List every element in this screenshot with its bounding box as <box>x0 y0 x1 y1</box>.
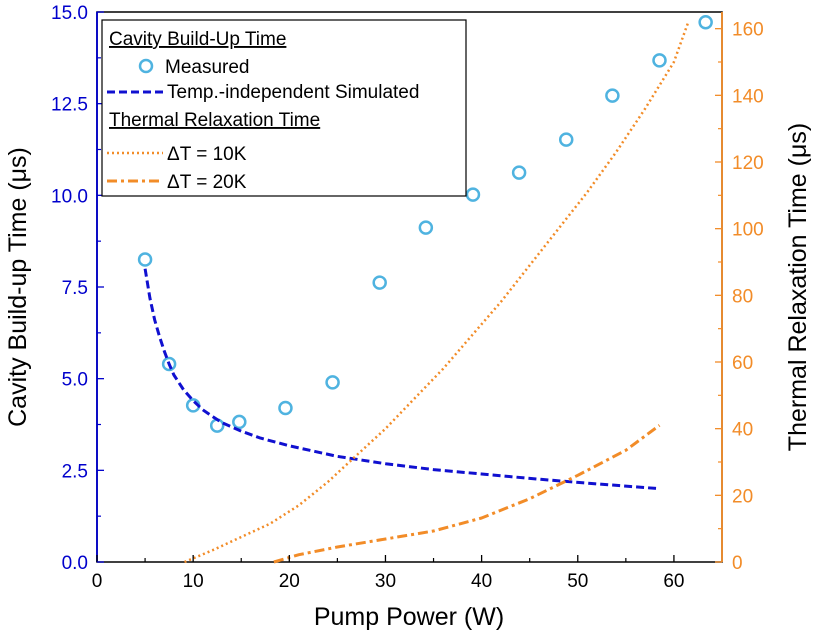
y-left-axis-title: Cavity Build-up Time (μs) <box>4 147 32 427</box>
y-right-tick-label: 100 <box>732 220 764 241</box>
x-tick-label: 40 <box>471 571 492 592</box>
simulated-series-line <box>143 268 660 491</box>
x-tick-label: 50 <box>567 571 588 592</box>
measured-point <box>652 53 667 68</box>
y-right-tick-label: 80 <box>732 286 753 307</box>
x-tick-label: 60 <box>663 571 684 592</box>
measured-point <box>605 88 620 103</box>
y-left-tick-label: 10.0 <box>51 186 88 207</box>
legend-group2-title: Thermal Relaxation Time <box>109 110 320 131</box>
measured-point <box>137 252 153 267</box>
measured-point <box>511 165 527 180</box>
y-left-tick-label: 15.0 <box>51 3 88 24</box>
x-axis-title: Pump Power (W) <box>314 603 504 631</box>
y-right-tick-label: 40 <box>732 420 753 441</box>
measured-point <box>372 275 387 290</box>
axes-layer: 0 10 20 30 40 50 60 0.0 2.5 5.0 7.5 10.0 12.5 15.0 0 20… <box>51 3 764 592</box>
legend: Cavity Build-Up Time Measured Temp.-inde… <box>101 19 467 197</box>
measured-point <box>209 418 225 433</box>
y-right-tick-label: 120 <box>732 153 764 174</box>
y-right-tick-label: 20 <box>732 486 753 507</box>
y-left-tick-label: 2.5 <box>62 461 88 482</box>
legend-dt10-label: ΔT = 10K <box>167 144 247 165</box>
measured-point <box>161 356 177 372</box>
dt10-series-line <box>184 21 690 564</box>
y-right-axis-title: Thermal Relaxation Time (μs) <box>784 123 812 451</box>
x-tick-label: 0 <box>92 571 103 592</box>
y-right-tick-label: 160 <box>732 20 764 41</box>
legend-measured-marker <box>138 58 154 74</box>
y-left-tick-label: 5.0 <box>62 370 88 391</box>
measured-point <box>232 414 247 430</box>
legend-group1-title: Cavity Build-Up Time <box>109 29 286 50</box>
legend-box <box>101 19 467 197</box>
dt20-series-line <box>273 424 661 564</box>
y-right-tick-label: 60 <box>732 353 753 374</box>
measured-point <box>465 187 481 202</box>
x-tick-label: 30 <box>375 571 396 592</box>
legend-simulated-label: Temp.-independent Simulated <box>167 82 419 103</box>
y-left-tick-label: 7.5 <box>62 278 88 299</box>
measured-point <box>278 400 293 416</box>
y-right-tick-label: 140 <box>732 86 764 107</box>
measured-point <box>325 375 340 390</box>
measured-point <box>698 15 713 30</box>
x-tick-label: 10 <box>183 571 204 592</box>
measured-point <box>418 220 434 235</box>
y-left-tick-label: 12.5 <box>51 95 88 116</box>
series-layer <box>137 15 713 564</box>
x-tick-label: 20 <box>279 571 300 592</box>
legend-measured-label: Measured <box>165 57 250 78</box>
measured-point <box>558 132 574 147</box>
y-right-tick-label: 0 <box>732 553 743 574</box>
legend-dt20-label: ΔT = 20K <box>167 172 247 193</box>
y-left-tick-label: 0.0 <box>62 553 88 574</box>
